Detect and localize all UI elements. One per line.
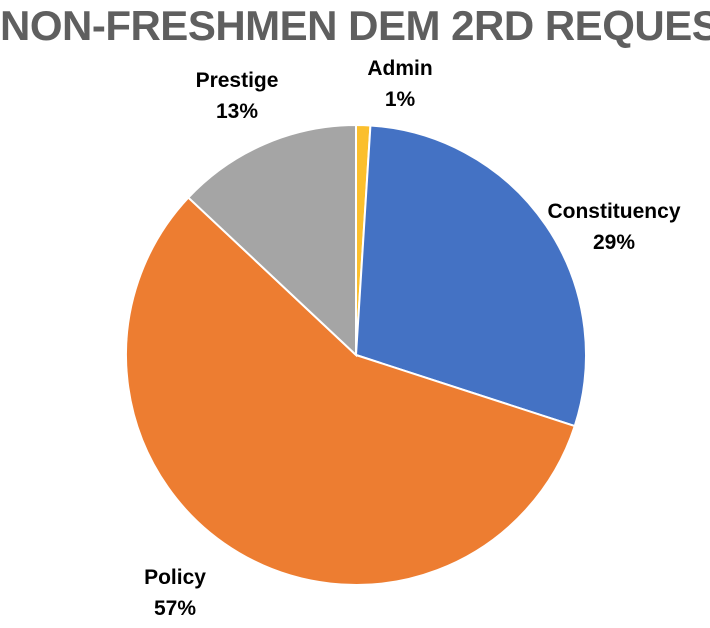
slice-value-constituency: 29% (593, 231, 635, 254)
slice-label-policy: Policy (144, 566, 206, 589)
pie-slice-constituency (354, 124, 587, 428)
slice-label-constituency: Constituency (547, 200, 680, 223)
slice-value-prestige: 13% (216, 100, 258, 123)
slice-label-prestige: Prestige (196, 69, 279, 92)
slice-value-policy: 57% (154, 597, 196, 620)
pie-slice-policy (124, 196, 577, 586)
pie-slice-prestige (186, 123, 357, 358)
chart-title: NON-FRESHMEN DEM 2RD REQUEST (0, 2, 710, 49)
slice-label-admin: Admin (367, 57, 432, 80)
slice-value-admin: 1% (385, 88, 416, 111)
